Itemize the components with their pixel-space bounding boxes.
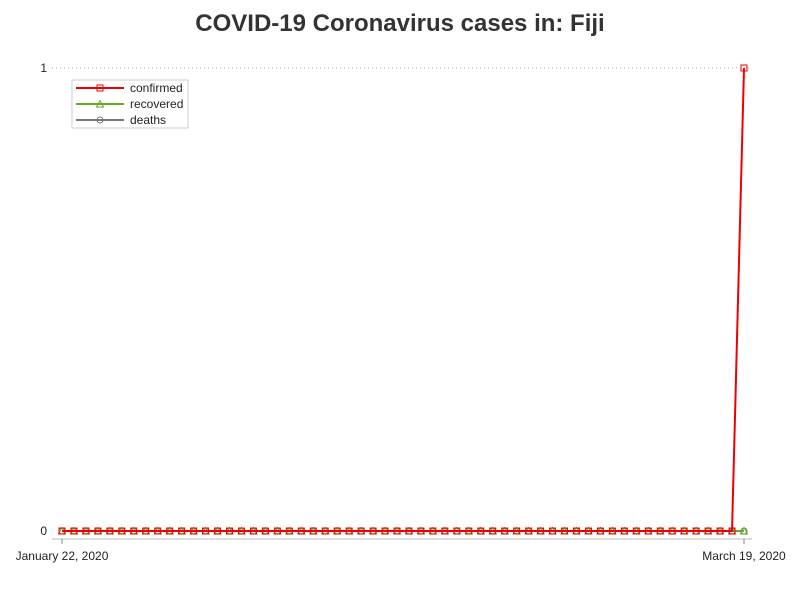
data-point-confirmed	[321, 527, 329, 535]
data-point-confirmed	[118, 527, 126, 535]
axis-layer: 0 1 January 22, 2020 March 19, 2020	[16, 61, 786, 563]
data-point-confirmed	[549, 527, 557, 535]
data-point-confirmed	[285, 527, 293, 535]
series-layer	[57, 64, 749, 535]
legend-item-deaths: deaths	[76, 113, 166, 127]
data-point-confirmed	[728, 527, 736, 535]
data-point-confirmed	[537, 527, 545, 535]
data-point-confirmed	[405, 527, 413, 535]
data-point-confirmed	[501, 527, 509, 535]
data-point-confirmed	[142, 527, 150, 535]
data-point-confirmed	[584, 527, 592, 535]
data-point-confirmed	[596, 527, 604, 535]
data-point-confirmed	[704, 527, 712, 535]
legend-marker-confirmed	[96, 84, 104, 92]
data-point-confirmed	[381, 527, 389, 535]
data-point-confirmed	[453, 527, 461, 535]
data-point-confirmed	[692, 527, 700, 535]
data-point-confirmed	[130, 527, 138, 535]
legend: confirmed recovered deaths	[71, 79, 189, 129]
data-point-confirmed	[70, 527, 78, 535]
data-point-confirmed	[345, 527, 353, 535]
data-point-confirmed	[82, 527, 90, 535]
data-point-confirmed	[429, 527, 437, 535]
data-point-confirmed	[190, 527, 198, 535]
data-point-confirmed	[249, 527, 257, 535]
data-point-confirmed	[166, 527, 174, 535]
legend-label-recovered: recovered	[130, 97, 183, 111]
data-point-confirmed	[309, 527, 317, 535]
x-tick-label: January 22, 2020	[16, 549, 109, 563]
data-point-confirmed	[513, 527, 521, 535]
data-point-confirmed	[656, 527, 664, 535]
data-point-confirmed	[58, 527, 66, 535]
data-point-confirmed	[333, 527, 341, 535]
data-point-confirmed	[273, 527, 281, 535]
data-point-confirmed	[441, 527, 449, 535]
data-point-confirmed	[94, 527, 102, 535]
legend-item-recovered: recovered	[76, 97, 183, 111]
legend-marker-deaths	[96, 116, 104, 124]
data-point-confirmed	[393, 527, 401, 535]
legend-item-confirmed: confirmed	[76, 81, 183, 95]
data-point-confirmed	[489, 527, 497, 535]
data-point-confirmed	[261, 527, 269, 535]
data-point-confirmed	[465, 527, 473, 535]
legend-label-deaths: deaths	[130, 113, 166, 127]
data-point-confirmed	[620, 527, 628, 535]
data-point-confirmed	[357, 527, 365, 535]
data-point-confirmed	[632, 527, 640, 535]
series-line-confirmed	[62, 67, 745, 532]
legend-marker-recovered	[95, 99, 105, 108]
y-tick-label: 1	[40, 61, 47, 75]
data-point-confirmed	[525, 527, 533, 535]
data-point-confirmed	[572, 527, 580, 535]
data-point-confirmed	[297, 527, 305, 535]
data-point-confirmed	[644, 527, 652, 535]
data-point-confirmed	[680, 527, 688, 535]
x-tick-label: March 19, 2020	[702, 549, 786, 563]
data-point-confirmed	[226, 527, 234, 535]
data-point-confirmed	[106, 527, 114, 535]
data-point-confirmed	[154, 527, 162, 535]
data-point-confirmed	[369, 527, 377, 535]
data-point-confirmed	[178, 527, 186, 535]
y-tick-label: 0	[40, 524, 47, 538]
data-point-confirmed	[417, 527, 425, 535]
data-point-confirmed	[740, 64, 748, 72]
series-confirmed	[58, 64, 748, 535]
chart-title: COVID-19 Coronavirus cases in: Fiji	[195, 10, 605, 37]
data-point-recovered	[739, 526, 749, 535]
data-point-confirmed	[214, 527, 222, 535]
data-point-confirmed	[202, 527, 210, 535]
data-point-confirmed	[716, 527, 724, 535]
data-point-confirmed	[561, 527, 569, 535]
legend-label-confirmed: confirmed	[130, 81, 183, 95]
data-point-confirmed	[668, 527, 676, 535]
legend-items: confirmed recovered deaths	[76, 81, 183, 127]
data-point-confirmed	[608, 527, 616, 535]
data-point-confirmed	[477, 527, 485, 535]
data-point-confirmed	[237, 527, 245, 535]
